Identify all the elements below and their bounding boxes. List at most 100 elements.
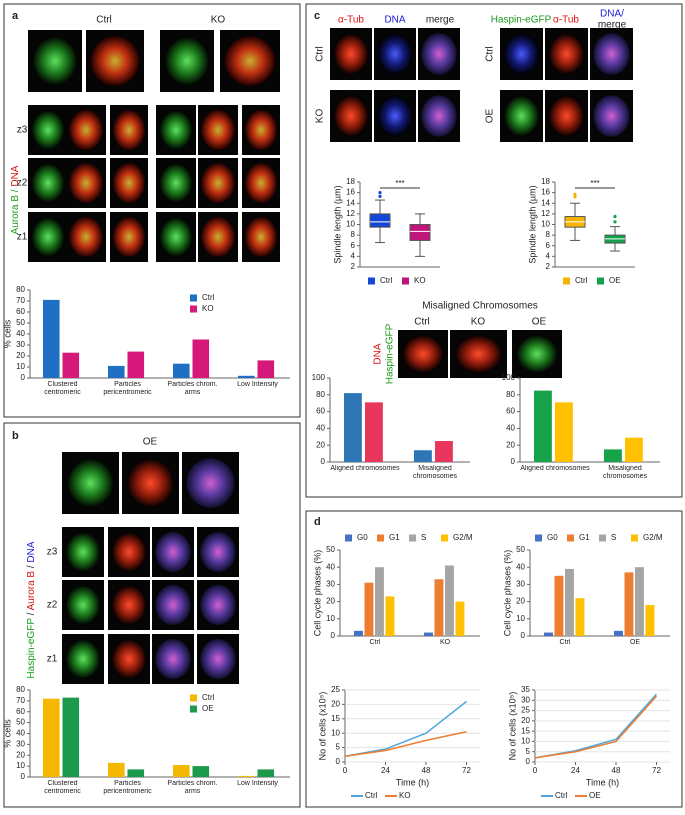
micrograph-signal xyxy=(377,33,413,75)
line xyxy=(534,695,658,759)
x-tick-label: 72 xyxy=(652,766,661,775)
z-label: z3 xyxy=(17,125,28,136)
micrograph-signal xyxy=(32,36,78,86)
y-tick-label: 60 xyxy=(16,307,25,316)
bar xyxy=(43,299,60,378)
y-tick-label: 0 xyxy=(21,772,26,781)
y-tick-label: 0 xyxy=(331,631,336,640)
outlier xyxy=(613,220,617,224)
y-tick-label: 0 xyxy=(526,757,531,766)
bar xyxy=(614,630,623,636)
y-tick-label: 12 xyxy=(541,209,550,218)
micrograph-signal xyxy=(201,110,235,150)
column-label: Ctrl xyxy=(414,317,430,328)
micrograph-signal xyxy=(402,334,444,374)
outlier xyxy=(613,214,617,219)
y-tick-label: 0 xyxy=(336,757,341,766)
bar xyxy=(385,596,395,636)
legend-label: Ctrl xyxy=(380,276,393,285)
stain: Aurora B xyxy=(26,571,37,611)
outlier xyxy=(378,194,382,198)
legend-swatch xyxy=(377,534,384,542)
x-tick-label: Misaligned chromosomes xyxy=(413,465,457,480)
y-tick-label: 30 xyxy=(16,739,25,748)
bar xyxy=(173,765,190,777)
x-axis-label: Time (h) xyxy=(586,777,619,787)
micrograph-signal xyxy=(90,36,140,86)
legend-label: OE xyxy=(589,791,601,800)
bar xyxy=(544,632,553,636)
stain: / xyxy=(26,612,37,615)
z-label: z1 xyxy=(47,654,58,665)
bar xyxy=(364,582,374,636)
legend-swatch xyxy=(567,534,574,542)
micrograph-signal xyxy=(111,532,147,572)
z-label: z1 xyxy=(17,232,28,243)
legend-swatch xyxy=(597,277,604,285)
micrograph-signal xyxy=(113,110,145,150)
column-label: OE xyxy=(143,437,158,448)
box xyxy=(409,224,431,241)
x-tick-label: Particles pericentromeric xyxy=(103,381,152,396)
bar xyxy=(375,567,384,636)
y-axis-label: No of cells (x10⁵) xyxy=(507,692,517,761)
micrograph-signal xyxy=(31,110,65,150)
legend-label: G0 xyxy=(547,533,558,542)
micrograph-signal xyxy=(516,334,558,374)
y-tick-label: 0 xyxy=(321,457,326,466)
y-tick-label: 6 xyxy=(546,241,551,250)
y-axis-label: Spindle length (µm) xyxy=(332,185,342,263)
micrograph-signal xyxy=(69,163,103,203)
column-label: α-Tub xyxy=(553,15,579,26)
micrograph-signal xyxy=(333,33,369,75)
y-tick-label: 30 xyxy=(326,580,335,589)
micrograph-signal xyxy=(66,458,115,508)
bar xyxy=(354,630,363,636)
micrograph-signal xyxy=(113,163,145,203)
column-label: α-Tub xyxy=(338,15,364,26)
bar xyxy=(445,565,454,636)
x-label-box: Clustered centromeric xyxy=(44,780,81,795)
legend-swatch xyxy=(190,705,197,713)
x-axis-label: Time (h) xyxy=(396,777,429,787)
panel-label: b xyxy=(12,430,19,442)
y-tick-label: 80 xyxy=(506,390,515,399)
x-tick-label: Particles pericentromeric xyxy=(103,780,152,795)
y-tick-label: 50 xyxy=(16,318,25,327)
x-label-box: Particles pericentromeric xyxy=(103,780,152,795)
bar xyxy=(575,598,585,636)
micrograph-signal xyxy=(245,163,277,203)
y-tick-label: 8 xyxy=(546,230,551,239)
micrograph-signal xyxy=(155,532,191,572)
bar xyxy=(554,575,564,636)
micrograph-signal xyxy=(503,95,540,137)
y-tick-label: 20 xyxy=(16,750,25,759)
legend-swatch xyxy=(631,534,638,542)
stain: / xyxy=(26,565,37,568)
bar xyxy=(257,769,275,777)
bar xyxy=(565,568,574,636)
micrograph-signal xyxy=(200,639,236,679)
micrograph-signal xyxy=(65,585,101,625)
x-tick-label: Misaligned chromosomes xyxy=(603,465,647,480)
x-label-box: Clustered centromeric xyxy=(44,381,81,396)
row-label: Ctrl xyxy=(315,46,326,62)
y-tick-label: 16 xyxy=(346,188,355,197)
micrograph-signal xyxy=(111,585,147,625)
column-label: Ctrl xyxy=(96,15,112,26)
y-tick-label: 2 xyxy=(546,262,551,271)
y-tick-label: 0 xyxy=(21,373,26,382)
micrograph-signal xyxy=(201,163,235,203)
x-tick-label: 48 xyxy=(612,766,621,775)
y-tick-label: 20 xyxy=(516,597,525,606)
micrograph-signal xyxy=(159,217,193,257)
y-tick-label: 0 xyxy=(521,631,526,640)
x-label-box: Particles chrom. arms xyxy=(167,780,217,795)
y-tick-label: 35 xyxy=(521,685,530,694)
x-tick-label: 0 xyxy=(533,766,538,775)
x-label-box: Low Intensity xyxy=(237,780,278,787)
bar xyxy=(127,351,145,378)
x-label-box: Particles chrom. arms xyxy=(167,381,217,396)
legend-label: G2/M xyxy=(643,533,663,542)
